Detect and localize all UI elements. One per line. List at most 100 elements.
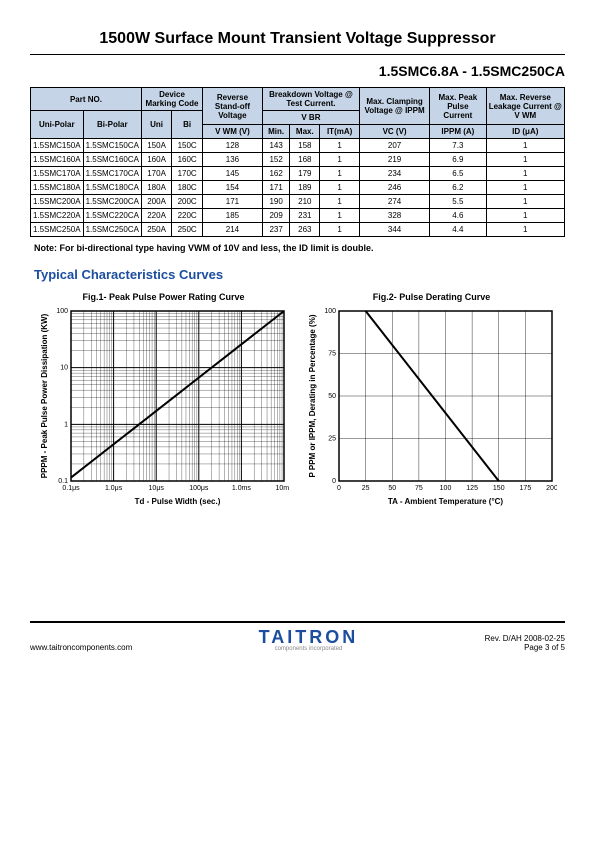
table-cell: 6.5 (430, 167, 486, 181)
th-ippm: IPPM (A) (430, 125, 486, 139)
table-cell: 6.9 (430, 153, 486, 167)
table-cell: 179 (290, 167, 320, 181)
table-cell: 180C (172, 181, 203, 195)
table-cell: 1 (320, 223, 360, 237)
table-cell: 1.5SMC160CA (83, 153, 141, 167)
table-cell: 210 (290, 195, 320, 209)
footer: www.taitroncomponents.com TAITRON compon… (30, 621, 565, 652)
table-cell: 158 (290, 139, 320, 153)
table-cell: 1.5SMC170CA (83, 167, 141, 181)
table-cell: 1.5SMC170A (31, 167, 84, 181)
table-cell: 154 (203, 181, 263, 195)
table-cell: 160C (172, 153, 203, 167)
table-cell: 1.5SMC200CA (83, 195, 141, 209)
table-cell: 1 (486, 223, 564, 237)
table-cell: 274 (360, 195, 430, 209)
svg-text:100: 100 (439, 485, 451, 492)
table-cell: 168 (290, 153, 320, 167)
table-cell: 219 (360, 153, 430, 167)
table-cell: 1.5SMC220CA (83, 209, 141, 223)
svg-text:1.0μs: 1.0μs (104, 485, 122, 492)
th-u: Uni (141, 111, 171, 139)
th-breakdown: Breakdown Voltage @ Test Current. (262, 88, 359, 111)
table-cell: 7.3 (430, 139, 486, 153)
table-cell: 4.6 (430, 209, 486, 223)
fig2-chart: 02550751001251501752000255075100TA - Amb… (307, 306, 557, 506)
svg-text:Td - Pulse Width (sec.): Td - Pulse Width (sec.) (134, 497, 220, 506)
th-max: Max. (290, 125, 320, 139)
table-cell: 1 (486, 195, 564, 209)
svg-text:0.1: 0.1 (58, 478, 68, 485)
table-cell: 1 (486, 167, 564, 181)
table-cell: 250C (172, 223, 203, 237)
table-cell: 136 (203, 153, 263, 167)
table-cell: 190 (262, 195, 290, 209)
table-cell: 1.5SMC250CA (83, 223, 141, 237)
th-clamp: Max. Clamping Voltage @ IPPM (360, 88, 430, 125)
th-leak: Max. Reverse Leakage Current @ V WM (486, 88, 564, 125)
table-cell: 1.5SMC180CA (83, 181, 141, 195)
table-cell: 1.5SMC180A (31, 181, 84, 195)
footer-logo: TAITRON (259, 627, 359, 648)
th-it: IT(mA) (320, 125, 360, 139)
svg-text:PPPM - Peak Pulse Power Dissip: PPPM - Peak Pulse Power Dissipation (KW) (40, 313, 49, 478)
table-cell: 246 (360, 181, 430, 195)
table-cell: 150A (141, 139, 171, 153)
th-vwm: V WM (V) (203, 125, 263, 139)
table-cell: 237 (262, 223, 290, 237)
svg-text:175: 175 (519, 485, 531, 492)
table-cell: 4.4 (430, 223, 486, 237)
svg-text:25: 25 (361, 485, 369, 492)
table-cell: 189 (290, 181, 320, 195)
table-cell: 5.5 (430, 195, 486, 209)
svg-text:0: 0 (332, 478, 336, 485)
table-cell: 1 (486, 139, 564, 153)
table-cell: 143 (262, 139, 290, 153)
table-cell: 145 (203, 167, 263, 181)
svg-text:50: 50 (388, 485, 396, 492)
table-cell: 231 (290, 209, 320, 223)
table-cell: 214 (203, 223, 263, 237)
table-cell: 1.5SMC220A (31, 209, 84, 223)
table-cell: 1 (320, 195, 360, 209)
table-cell: 171 (262, 181, 290, 195)
svg-text:100μs: 100μs (189, 485, 209, 492)
table-cell: 344 (360, 223, 430, 237)
spec-table: Part NO. Device Marking Code Reverse Sta… (30, 87, 565, 237)
table-cell: 1.5SMC200A (31, 195, 84, 209)
table-cell: 171 (203, 195, 263, 209)
th-partno: Part NO. (31, 88, 142, 111)
svg-text:100: 100 (56, 308, 68, 315)
table-cell: 185 (203, 209, 263, 223)
footer-page: Page 3 of 5 (485, 643, 565, 652)
th-bi: Bi-Polar (83, 111, 141, 139)
th-devmark: Device Marking Code (141, 88, 202, 111)
svg-text:25: 25 (328, 436, 336, 443)
table-cell: 1 (486, 181, 564, 195)
fig1-title: Fig.1- Peak Pulse Power Rating Curve (39, 292, 289, 302)
table-cell: 1.5SMC150A (31, 139, 84, 153)
table-cell: 220A (141, 209, 171, 223)
footer-rev: Rev. D/AH 2008-02-25 (485, 634, 565, 643)
table-cell: 1 (320, 153, 360, 167)
table-cell: 328 (360, 209, 430, 223)
table-cell: 1 (486, 209, 564, 223)
svg-text:150: 150 (492, 485, 504, 492)
footer-url: www.taitroncomponents.com (30, 643, 132, 652)
svg-text:50: 50 (328, 393, 336, 400)
table-cell: 209 (262, 209, 290, 223)
th-id: ID (μA) (486, 125, 564, 139)
fig2-title: Fig.2- Pulse Derating Curve (307, 292, 557, 302)
page-title: 1500W Surface Mount Transient Voltage Su… (30, 30, 565, 48)
table-cell: 1 (320, 167, 360, 181)
table-cell: 1 (320, 181, 360, 195)
svg-text:10ms: 10ms (275, 485, 289, 492)
part-range: 1.5SMC6.8A - 1.5SMC250CA (30, 63, 565, 79)
divider (30, 54, 565, 55)
svg-text:P PPM or IPPM, Derating in Per: P PPM or IPPM, Derating in Percentage (%… (308, 314, 317, 477)
svg-text:1: 1 (64, 421, 68, 428)
table-cell: 152 (262, 153, 290, 167)
svg-text:100: 100 (324, 308, 336, 315)
table-cell: 170A (141, 167, 171, 181)
svg-text:0.1μs: 0.1μs (62, 485, 80, 492)
